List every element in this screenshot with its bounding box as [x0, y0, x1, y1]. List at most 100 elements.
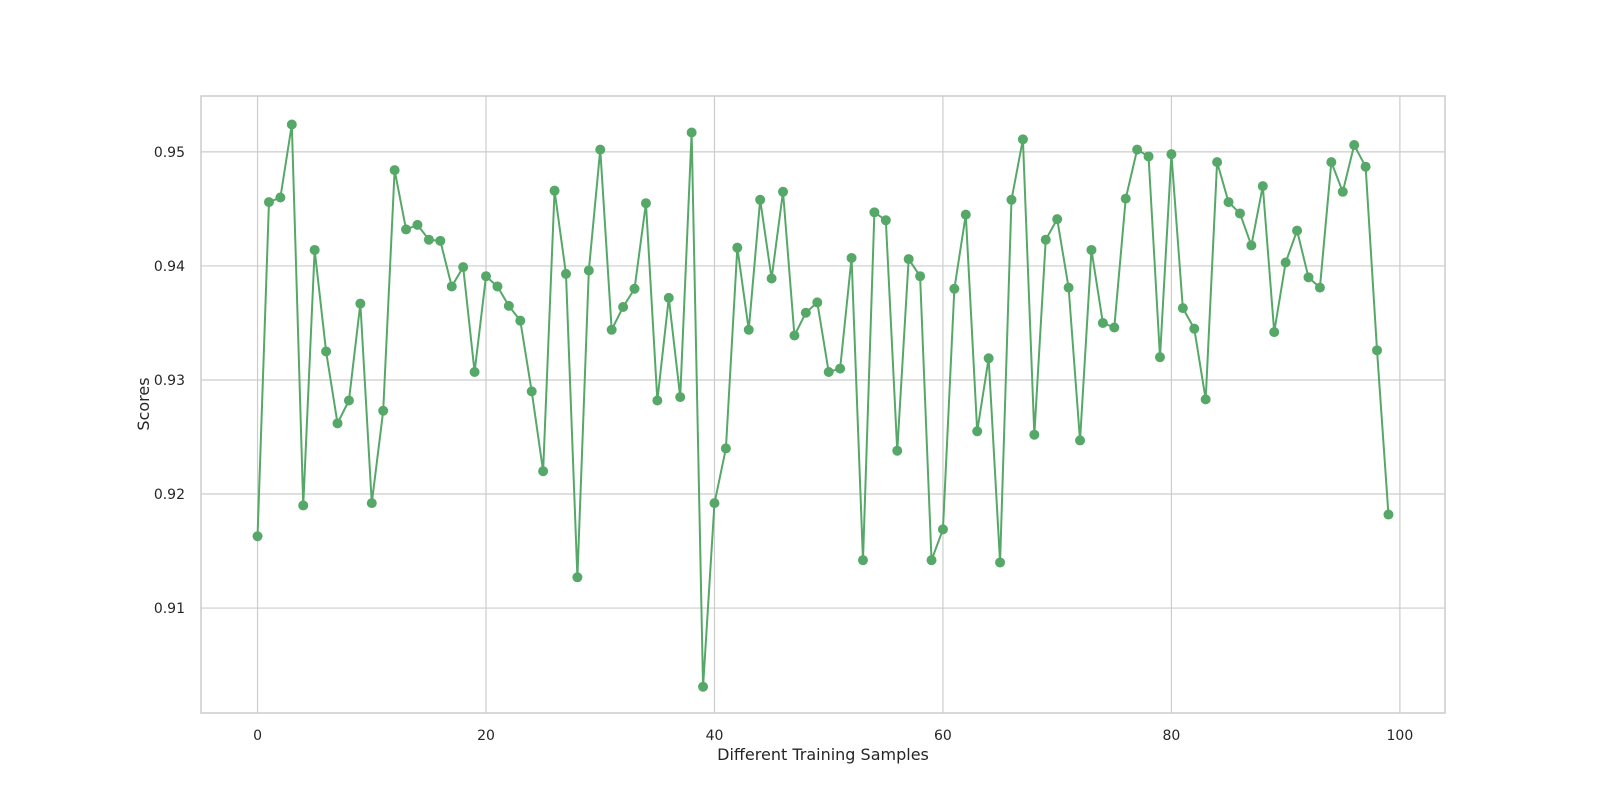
data-point — [1383, 509, 1394, 520]
data-point — [1360, 161, 1371, 172]
data-point — [309, 244, 320, 255]
data-point — [835, 363, 846, 374]
data-point — [401, 224, 412, 235]
data-point — [1326, 157, 1337, 168]
data-point — [549, 185, 560, 196]
data-point — [778, 186, 789, 197]
data-point — [435, 235, 446, 246]
data-point — [698, 681, 709, 692]
data-point — [1109, 322, 1120, 333]
data-point — [926, 555, 937, 566]
y-axis-label: Scores — [134, 377, 153, 430]
data-point — [1063, 282, 1074, 293]
data-point — [1257, 181, 1268, 192]
data-point — [1223, 197, 1234, 208]
data-point — [640, 198, 651, 209]
data-point — [892, 445, 903, 456]
data-point — [857, 555, 868, 566]
tick-labels: 0 20 40 60 80 100 0.91 0.92 0.93 0.94 0.95 — [154, 145, 1413, 744]
data-point — [1040, 234, 1051, 245]
data-point — [526, 386, 537, 397]
data-point — [286, 119, 297, 130]
data-point — [983, 353, 994, 364]
data-point — [1120, 193, 1131, 204]
y-tick-label: 0.92 — [154, 487, 185, 503]
data-point — [1029, 429, 1040, 440]
data-point — [378, 405, 389, 416]
data-point — [869, 207, 880, 218]
data-point — [1200, 394, 1211, 405]
data-point — [503, 300, 514, 311]
data-point — [389, 165, 400, 176]
data-point — [618, 301, 629, 312]
data-point — [1132, 144, 1143, 155]
data-point — [915, 271, 926, 282]
data-point — [343, 395, 354, 406]
x-tick-label: 40 — [706, 728, 724, 744]
data-point — [663, 292, 674, 303]
data-point — [846, 252, 857, 263]
data-point — [1280, 257, 1291, 268]
data-point — [720, 443, 731, 454]
data-point — [1017, 134, 1028, 145]
y-tick-label: 0.91 — [154, 601, 185, 617]
y-tick-label: 0.93 — [154, 373, 185, 389]
data-point — [332, 418, 343, 429]
data-point — [1234, 208, 1245, 219]
data-point — [823, 366, 834, 377]
data-point — [937, 524, 948, 535]
data-point — [1372, 345, 1383, 356]
data-point — [446, 281, 457, 292]
data-point — [1303, 272, 1314, 283]
series-layer — [252, 119, 1394, 692]
data-point — [1177, 303, 1188, 314]
data-point — [515, 315, 526, 326]
data-point — [1086, 244, 1097, 255]
data-point — [1143, 151, 1154, 162]
data-point — [880, 215, 891, 226]
data-point — [686, 127, 697, 138]
x-tick-label: 0 — [253, 728, 262, 744]
data-point — [606, 324, 617, 335]
data-point — [1166, 149, 1177, 160]
grid — [201, 96, 1445, 713]
data-point — [800, 307, 811, 318]
data-point — [355, 298, 366, 309]
data-point — [1269, 327, 1280, 338]
y-tick-label: 0.95 — [154, 145, 185, 161]
data-point — [766, 273, 777, 284]
data-point — [1314, 282, 1325, 293]
x-tick-label: 100 — [1387, 728, 1414, 744]
data-point — [298, 500, 309, 511]
data-point — [995, 557, 1006, 568]
data-point — [538, 466, 549, 477]
data-point — [595, 144, 606, 155]
data-point — [1154, 352, 1165, 363]
series-line — [256, 123, 1390, 688]
x-axis-label: Different Training Samples — [717, 745, 929, 764]
data-point — [560, 268, 571, 279]
data-point — [252, 531, 263, 542]
data-point — [492, 281, 503, 292]
x-tick-label: 80 — [1162, 728, 1180, 744]
data-point — [481, 271, 492, 282]
data-point — [789, 330, 800, 341]
data-point — [1075, 435, 1086, 446]
data-point — [423, 234, 434, 245]
data-point — [743, 324, 754, 335]
data-point — [732, 242, 743, 253]
data-point — [583, 265, 594, 276]
data-point — [709, 498, 720, 509]
data-point — [1006, 194, 1017, 205]
data-point — [366, 498, 377, 509]
y-tick-label: 0.94 — [154, 259, 185, 275]
data-point — [263, 197, 274, 208]
data-point — [960, 209, 971, 220]
data-point — [412, 219, 423, 230]
data-point — [1246, 240, 1257, 251]
data-point — [1349, 140, 1360, 151]
data-point — [652, 395, 663, 406]
data-point — [675, 392, 686, 403]
